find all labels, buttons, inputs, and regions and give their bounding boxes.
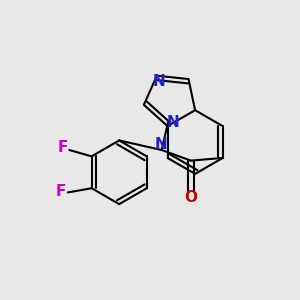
Text: F: F — [57, 140, 68, 155]
Text: O: O — [184, 190, 197, 205]
Text: N: N — [167, 116, 179, 130]
Text: N: N — [154, 137, 167, 152]
Text: N: N — [153, 74, 165, 88]
Text: F: F — [56, 184, 66, 199]
